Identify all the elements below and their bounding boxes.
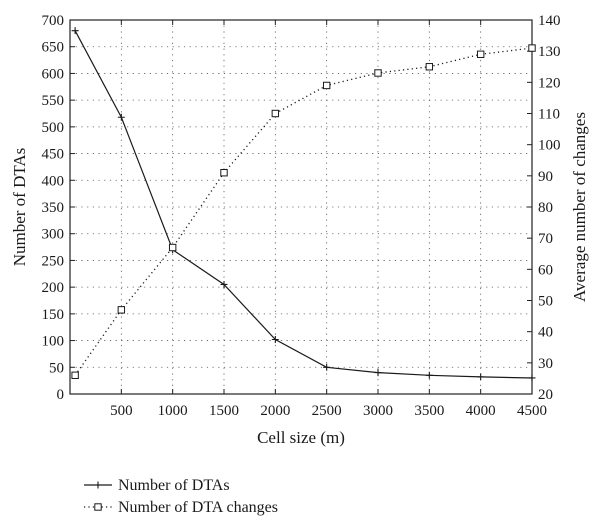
legend: Number of DTAs Number of DTA changes bbox=[84, 477, 278, 516]
right-y-tick-label: 60 bbox=[538, 262, 553, 278]
legend-item-dtas: Number of DTAs bbox=[84, 477, 230, 494]
left-y-tick-label: 50 bbox=[49, 360, 64, 376]
right-y-tick-label: 30 bbox=[538, 356, 553, 372]
x-tick-label: 4000 bbox=[466, 403, 496, 419]
right-y-tick-label: 120 bbox=[538, 75, 561, 91]
data-point-plus bbox=[323, 363, 331, 371]
data-point-plus bbox=[477, 373, 485, 381]
x-tick-label: 1500 bbox=[209, 403, 239, 419]
left-y-tick-label: 350 bbox=[42, 200, 65, 216]
right-y-tick-label: 20 bbox=[538, 387, 553, 403]
data-point-square bbox=[168, 243, 177, 252]
right-y-tick-label: 80 bbox=[538, 200, 553, 216]
right-y-tick-label: 90 bbox=[538, 169, 553, 185]
data-point-square bbox=[528, 44, 536, 52]
left-y-tick-label: 650 bbox=[42, 40, 65, 56]
left-y-tick-label: 100 bbox=[42, 334, 65, 350]
data-point-square bbox=[117, 306, 126, 314]
left-y-tick-label: 450 bbox=[42, 147, 65, 163]
right-y-tick-label: 70 bbox=[538, 231, 553, 247]
left-y-tick-label: 250 bbox=[42, 253, 65, 269]
series-line bbox=[74, 47, 533, 376]
right-y-tick-label: 40 bbox=[538, 325, 553, 341]
x-tick-label: 3500 bbox=[414, 403, 444, 419]
data-point-plus bbox=[117, 113, 125, 121]
series-line bbox=[74, 30, 533, 379]
right-y-tick-label: 50 bbox=[538, 294, 553, 310]
legend-item-dta-changes: Number of DTA changes bbox=[84, 499, 278, 516]
left-y-tick-label: 150 bbox=[42, 307, 65, 323]
data-point-square bbox=[71, 371, 79, 380]
data-point-plus bbox=[220, 280, 228, 288]
left-y-tick-label: 600 bbox=[42, 66, 65, 82]
x-tick-label: 500 bbox=[110, 403, 133, 419]
left-y-axis-title: Number of DTAs bbox=[10, 148, 29, 267]
x-tick-label: 2000 bbox=[260, 403, 290, 419]
left-y-tick-label: 300 bbox=[42, 227, 65, 243]
right-y-tick-label: 100 bbox=[538, 138, 561, 154]
data-point-square bbox=[322, 81, 331, 90]
data-point-square bbox=[271, 109, 280, 118]
data-point-plus bbox=[374, 369, 382, 377]
left-y-tick-label: 200 bbox=[42, 280, 65, 296]
right-y-axis-title: Average number of changes bbox=[570, 112, 589, 302]
x-tick-label: 4500 bbox=[517, 403, 547, 419]
x-tick-label: 2500 bbox=[312, 403, 342, 419]
left-y-tick-label: 700 bbox=[42, 13, 65, 29]
legend-label: Number of DTA changes bbox=[118, 499, 278, 516]
left-y-tick-label: 400 bbox=[42, 173, 65, 189]
x-tick-label: 3000 bbox=[363, 403, 393, 419]
data-point-plus bbox=[271, 336, 279, 344]
left-y-tick-label: 550 bbox=[42, 93, 65, 109]
legend-marker-plus bbox=[94, 481, 102, 489]
data-point-square bbox=[374, 69, 382, 77]
right-y-tick-label: 140 bbox=[538, 13, 561, 29]
data-point-square bbox=[476, 50, 485, 58]
data-point-square bbox=[425, 63, 434, 71]
data-point-plus bbox=[528, 374, 536, 382]
right-y-tick-label: 130 bbox=[538, 44, 561, 60]
right-y-tick-label: 110 bbox=[538, 107, 560, 123]
data-point-plus bbox=[71, 27, 79, 35]
left-y-tick-label: 0 bbox=[57, 387, 65, 403]
series-layer bbox=[71, 27, 536, 382]
tick-layer: 500 1000 1500 2000 2500 3000 3500 4000 4500 0 50 10… bbox=[42, 13, 561, 419]
x-tick-label: 1000 bbox=[158, 403, 188, 419]
series-0 bbox=[71, 27, 536, 382]
legend-label: Number of DTAs bbox=[118, 477, 230, 494]
grid bbox=[70, 20, 533, 394]
series-1 bbox=[71, 44, 536, 380]
left-y-tick-label: 500 bbox=[42, 120, 65, 136]
legend-marker-square bbox=[94, 503, 102, 511]
data-point-plus bbox=[425, 371, 433, 379]
data-point-square bbox=[220, 169, 228, 177]
x-axis-title: Cell size (m) bbox=[257, 428, 345, 447]
